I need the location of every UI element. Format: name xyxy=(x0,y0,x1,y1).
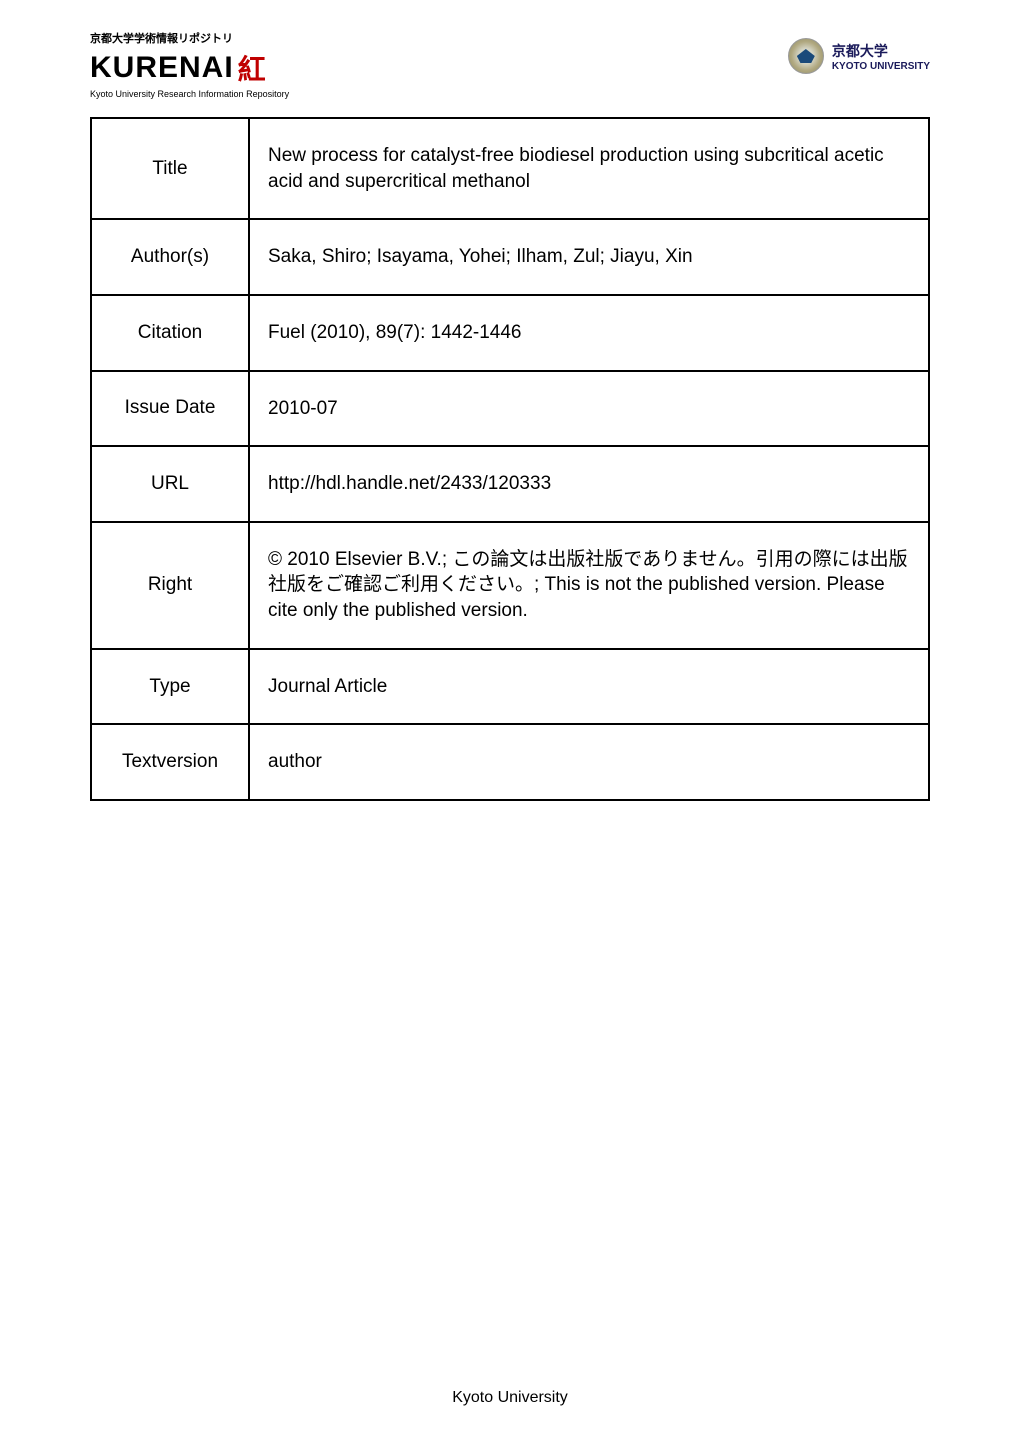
row-label: URL xyxy=(91,446,249,522)
row-value: author xyxy=(249,724,929,800)
row-value: Journal Article xyxy=(249,649,929,725)
table-row: URL http://hdl.handle.net/2433/120333 xyxy=(91,446,929,522)
university-branding: 京都大学 KYOTO UNIVERSITY xyxy=(788,38,930,74)
row-value: http://hdl.handle.net/2433/120333 xyxy=(249,446,929,522)
kurenai-text: KURENAI xyxy=(90,51,234,85)
row-value: Fuel (2010), 89(7): 1442-1446 xyxy=(249,295,929,371)
table-row: Type Journal Article xyxy=(91,649,929,725)
page-footer: Kyoto University xyxy=(0,1389,1020,1407)
row-label: Citation xyxy=(91,295,249,371)
row-value: © 2010 Elsevier B.V.; この論文は出版社版でありません。引用… xyxy=(249,522,929,649)
repo-name-jp: 京都大学学術情報リポジトリ xyxy=(90,30,289,46)
repo-name-en: Kyoto University Research Information Re… xyxy=(90,89,289,99)
row-label: Title xyxy=(91,118,249,219)
row-label: Type xyxy=(91,649,249,725)
metadata-table: Title New process for catalyst-free biod… xyxy=(90,117,930,801)
row-value: 2010-07 xyxy=(249,371,929,447)
row-label: Author(s) xyxy=(91,219,249,295)
table-row: Citation Fuel (2010), 89(7): 1442-1446 xyxy=(91,295,929,371)
table-row: Author(s) Saka, Shiro; Isayama, Yohei; I… xyxy=(91,219,929,295)
kurenai-logo-row: KURENAI 紅 xyxy=(90,48,289,88)
table-row: Textversion author xyxy=(91,724,929,800)
table-row: Right © 2010 Elsevier B.V.; この論文は出版社版であり… xyxy=(91,522,929,649)
kurenai-kanji-icon: 紅 xyxy=(238,48,266,88)
university-crest-icon xyxy=(788,38,824,74)
metadata-table-body: Title New process for catalyst-free biod… xyxy=(91,118,929,800)
repository-branding: 京都大学学術情報リポジトリ KURENAI 紅 Kyoto University… xyxy=(90,30,289,99)
row-value: New process for catalyst-free biodiesel … xyxy=(249,118,929,219)
uni-name-en: KYOTO UNIVERSITY xyxy=(832,61,930,72)
row-value: Saka, Shiro; Isayama, Yohei; Ilham, Zul;… xyxy=(249,219,929,295)
uni-name-jp: 京都大学 xyxy=(832,41,930,61)
table-row: Title New process for catalyst-free biod… xyxy=(91,118,929,219)
row-label: Textversion xyxy=(91,724,249,800)
row-label: Right xyxy=(91,522,249,649)
page-header: 京都大学学術情報リポジトリ KURENAI 紅 Kyoto University… xyxy=(90,30,930,99)
row-label: Issue Date xyxy=(91,371,249,447)
university-names: 京都大学 KYOTO UNIVERSITY xyxy=(832,41,930,72)
table-row: Issue Date 2010-07 xyxy=(91,371,929,447)
